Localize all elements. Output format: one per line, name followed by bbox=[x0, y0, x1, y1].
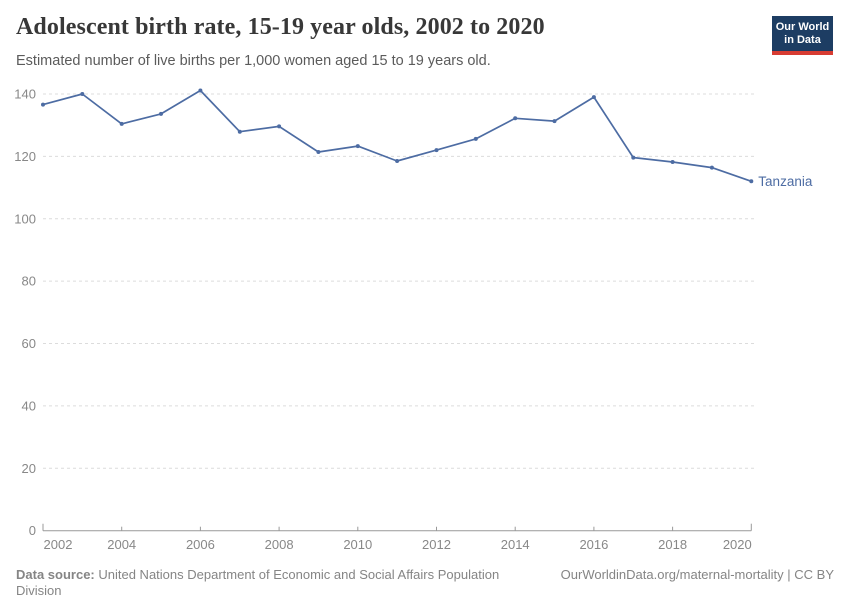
owid-logo-line2: in Data bbox=[784, 33, 821, 46]
y-tick-label: 140 bbox=[14, 86, 36, 101]
data-source-text: United Nations Department of Economic an… bbox=[16, 567, 500, 598]
data-source-label: Data source: bbox=[16, 567, 95, 582]
data-line bbox=[42, 89, 753, 183]
data-point bbox=[198, 88, 203, 93]
owid-logo[interactable]: Our World in Data bbox=[772, 16, 833, 55]
y-tick-label: 80 bbox=[22, 274, 36, 289]
data-point bbox=[355, 144, 360, 149]
x-tick-label: 2016 bbox=[579, 537, 608, 552]
data-point bbox=[709, 165, 714, 170]
data-point bbox=[513, 116, 518, 121]
data-point bbox=[316, 150, 321, 154]
chart-subtitle: Estimated number of live births per 1,00… bbox=[16, 53, 491, 69]
y-tick-label: 120 bbox=[14, 149, 36, 164]
x-tick-label: 2002 bbox=[44, 537, 73, 552]
x-tick-label: 2014 bbox=[501, 537, 530, 552]
data-point bbox=[237, 129, 242, 134]
owid-logo-line1: Our World bbox=[775, 21, 830, 33]
credit-link[interactable]: OurWorldinData.org/maternal-mortality | … bbox=[560, 567, 834, 582]
x-tick-label: 2018 bbox=[658, 537, 687, 552]
y-tick-label: 60 bbox=[22, 336, 36, 351]
data-point bbox=[670, 160, 675, 164]
y-tick-label: 40 bbox=[22, 398, 36, 413]
data-point bbox=[159, 111, 163, 116]
y-tick-label: 20 bbox=[22, 461, 36, 476]
data-point bbox=[473, 136, 478, 141]
data-point bbox=[41, 102, 45, 107]
data-point bbox=[591, 95, 596, 100]
y-tick-label: 0 bbox=[29, 523, 36, 538]
y-tick-label: 100 bbox=[14, 211, 36, 226]
entity-label: Tanzania bbox=[758, 174, 813, 189]
x-tick-label: 2012 bbox=[422, 537, 451, 552]
data-point bbox=[552, 119, 557, 124]
x-tick-label: 2020 bbox=[723, 537, 752, 552]
data-point bbox=[749, 179, 754, 184]
x-tick-label: 2008 bbox=[265, 537, 294, 552]
data-point bbox=[277, 124, 282, 129]
data-point bbox=[395, 159, 400, 163]
data-point bbox=[631, 155, 636, 160]
x-tick-label: 2006 bbox=[186, 537, 215, 552]
data-point bbox=[434, 148, 439, 153]
data-source-note: Data source: United Nations Department o… bbox=[16, 567, 561, 599]
x-tick-label: 2010 bbox=[343, 537, 372, 552]
data-point bbox=[80, 92, 85, 96]
chart-title: Adolescent birth rate, 15-19 year olds, … bbox=[16, 14, 545, 40]
data-point bbox=[119, 121, 124, 126]
chart-footer: Data source: United Nations Department o… bbox=[16, 567, 834, 599]
x-tick-label: 2004 bbox=[107, 537, 136, 552]
line-chart: 0 20 40 60 80 100 120 140 2002 2004 2006 2008 2010 20… bbox=[14, 86, 813, 552]
